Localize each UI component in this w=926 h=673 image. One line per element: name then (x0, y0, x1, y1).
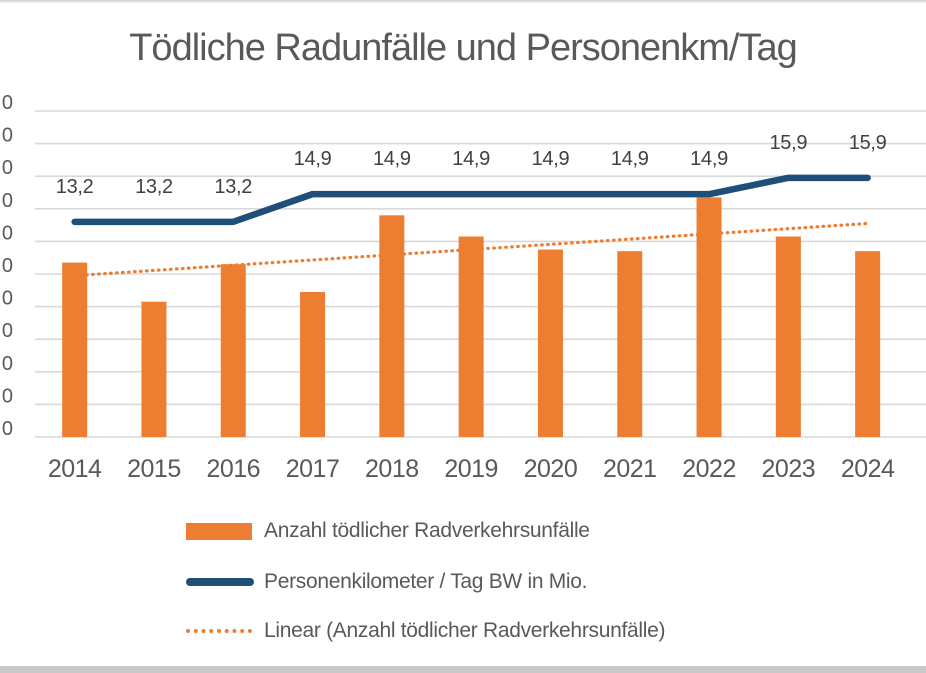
line-data-label: 14,9 (452, 148, 490, 170)
bar-2020 (537, 249, 563, 437)
trend-series-swatch-icon (186, 629, 252, 633)
line-data-label: 13,2 (214, 176, 252, 198)
y-axis-tick-label: 0 (2, 353, 13, 375)
line-data-label: 14,9 (373, 148, 411, 170)
legend-label-bars: Anzahl tödlicher Radverkehrsunfälle (264, 519, 590, 542)
bar-2017 (300, 291, 326, 437)
x-axis-label-2016: 2016 (206, 455, 260, 483)
bar-series-swatch-icon (186, 522, 252, 540)
legend-label-line: Personenkilometer / Tag BW in Mio. (264, 570, 588, 593)
line-data-label: 13,2 (135, 176, 173, 198)
x-axis-label-2015: 2015 (127, 455, 181, 483)
x-axis-label-2020: 2020 (524, 455, 578, 483)
x-axis-label-2023: 2023 (762, 455, 816, 483)
x-axis-label-2018: 2018 (365, 455, 419, 483)
bar-2015 (141, 301, 167, 437)
legend-item-bars: Anzahl tödlicher Radverkehrsunfälle (186, 518, 590, 544)
y-axis-tick-label: 0 (2, 190, 13, 212)
bar-2019 (458, 236, 484, 437)
bottom-divider (0, 666, 926, 673)
bar-2024 (855, 251, 881, 437)
chart-title: Tödliche Radunfälle und Personenkm/Tag (129, 27, 798, 69)
legend-item-trend: Linear (Anzahl tödlicher Radverkehrsunfä… (186, 618, 665, 644)
x-axis-label-2019: 2019 (444, 455, 498, 483)
y-axis-tick-label: 0 (2, 255, 13, 277)
line-series-swatch-icon (186, 578, 254, 586)
y-axis-tick-label: 0 (2, 92, 13, 114)
bar-2016 (220, 264, 246, 437)
y-axis-tick-label: 0 (2, 320, 13, 342)
legend-item-line: Personenkilometer / Tag BW in Mio. (186, 569, 588, 595)
y-axis-tick-label: 0 (2, 418, 13, 440)
x-axis-label-2022: 2022 (682, 455, 736, 483)
top-divider (0, 0, 926, 3)
y-axis-tick-label: 0 (2, 125, 13, 147)
x-axis-label-2021: 2021 (603, 455, 657, 483)
line-data-label: 13,2 (56, 176, 94, 198)
line-data-label: 14,9 (532, 148, 570, 170)
line-data-label: 14,9 (294, 148, 332, 170)
bar-2022 (696, 197, 722, 437)
x-axis-label-2014: 2014 (48, 455, 102, 483)
y-axis-tick-label: 0 (2, 385, 13, 407)
y-axis-tick-label: 0 (2, 157, 13, 179)
line-data-label: 14,9 (690, 148, 728, 170)
line-data-label: 15,9 (769, 132, 807, 154)
y-axis-tick-label: 0 (2, 288, 13, 310)
legend-label-trend: Linear (Anzahl tödlicher Radverkehrsunfä… (264, 619, 666, 642)
y-axis-tick-label: 0 (2, 222, 13, 244)
bar-2014 (62, 262, 88, 437)
bar-2018 (379, 215, 405, 437)
personenkm-line (71, 174, 871, 226)
x-axis-label-2024: 2024 (841, 455, 895, 483)
line-data-label: 14,9 (611, 148, 649, 170)
bar-2023 (775, 236, 801, 437)
line-data-label: 15,9 (849, 132, 887, 154)
bar-2021 (617, 251, 643, 437)
x-axis-label-2017: 2017 (286, 455, 340, 483)
